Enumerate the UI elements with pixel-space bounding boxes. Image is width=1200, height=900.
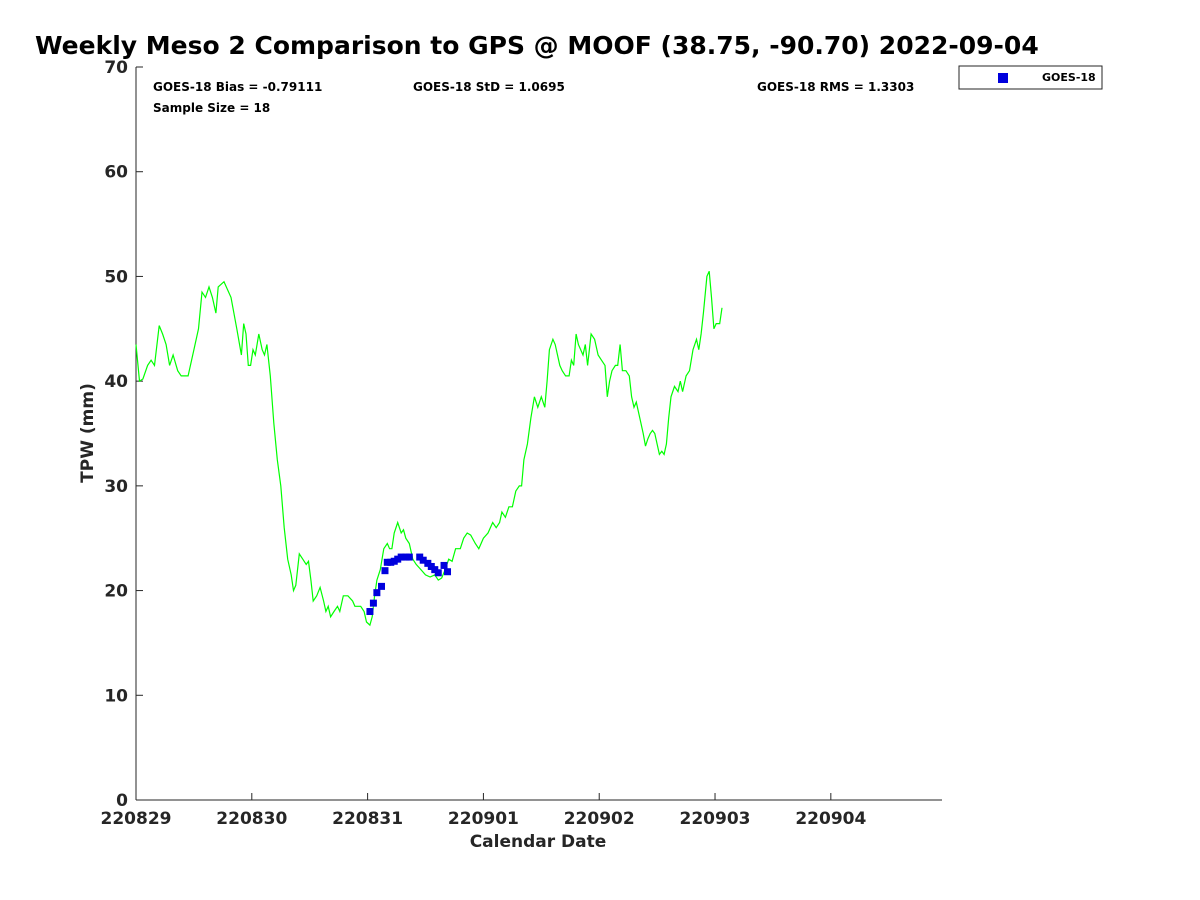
x-tick-label: 220902: [564, 809, 635, 829]
x-tick-label: 220901: [448, 809, 519, 829]
y-tick-label: 0: [116, 791, 128, 811]
y-tick-label: 70: [104, 58, 128, 78]
goes18-point: [440, 561, 448, 569]
goes18-point: [419, 556, 427, 564]
y-ticks: 0 10 20 30 40 50 60 70: [104, 58, 143, 811]
legend-box: [958, 65, 1103, 90]
goes18-point: [369, 599, 377, 607]
gps-tpw-line: [135, 270, 723, 627]
chart-title: Weekly Meso 2 Comparison to GPS @ MOOF (…: [35, 31, 1039, 60]
x-axis-label: Calendar Date: [470, 832, 607, 852]
stat-rms: GOES-18 RMS = 1.3303: [757, 80, 914, 94]
goes18-point: [397, 553, 405, 561]
x-ticks: 220829 220830 220831 220901 220902 220903 2209…: [101, 793, 866, 829]
legend: GOES-18: [958, 65, 1103, 90]
plot-area: 0 10 20 30 40 50 60 70 220829 220830 220831 220901…: [101, 58, 942, 829]
goes18-point: [366, 608, 374, 616]
y-tick-label: 60: [104, 163, 128, 183]
y-tick-label: 50: [104, 267, 128, 287]
goes18-point: [378, 582, 386, 590]
stat-std: GOES-18 StD = 1.0695: [413, 80, 565, 94]
stat-bias: GOES-18 Bias = -0.79111: [153, 80, 322, 94]
x-tick-label: 220829: [101, 809, 172, 829]
legend-marker-goes18: [998, 73, 1008, 83]
goes18-points: [366, 553, 452, 616]
y-tick-label: 40: [104, 372, 128, 392]
y-tick-label: 10: [104, 686, 128, 706]
y-tick-label: 30: [104, 477, 128, 497]
goes18-point: [405, 553, 413, 561]
y-tick-label: 20: [104, 582, 128, 602]
x-tick-label: 220904: [795, 809, 866, 829]
goes18-point: [381, 567, 389, 575]
stat-sample-size: Sample Size = 18: [153, 101, 270, 115]
goes18-point: [373, 589, 381, 597]
x-tick-label: 220903: [680, 809, 751, 829]
goes18-point: [444, 568, 452, 576]
goes18-point: [434, 569, 442, 577]
gps-tpw-polyline: [135, 270, 723, 627]
x-tick-label: 220830: [216, 809, 287, 829]
legend-label-goes18: GOES-18: [1042, 71, 1096, 84]
x-tick-label: 220831: [332, 809, 403, 829]
y-axis-label: TPW (mm): [78, 383, 98, 483]
